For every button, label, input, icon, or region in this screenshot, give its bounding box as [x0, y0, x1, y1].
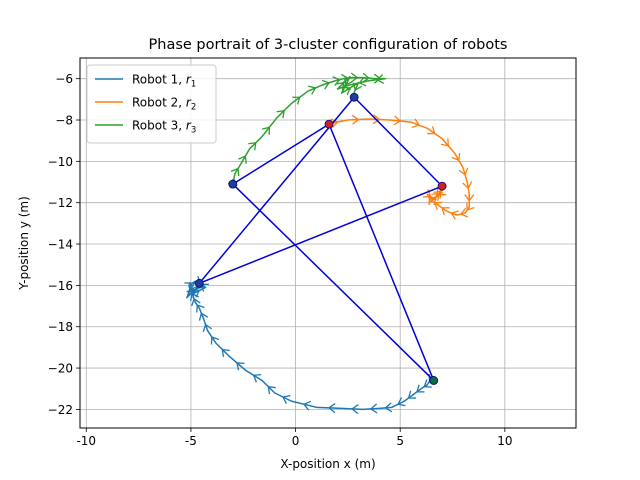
direction-arrow-robot-3 [292, 96, 301, 105]
x-tick-label: 10 [497, 434, 512, 448]
direction-arrow-robot-1 [267, 385, 276, 395]
direction-arrow-robot-1 [350, 404, 359, 415]
direction-arrow-robot-1 [202, 323, 213, 332]
direction-arrow-robot-1 [196, 304, 205, 313]
direction-arrow-robot-1 [210, 336, 220, 345]
direction-arrow-robot-1 [198, 312, 209, 321]
y-axis-label: Y-position y (m) [17, 196, 31, 291]
axis-ticks: -10 -5 0 5 10 −22 −20 −18 −16 −14 −12 −10 −8 −6 [48, 72, 513, 448]
direction-arrow-robot-1 [236, 362, 245, 371]
formation-triangle-2 [198, 96, 443, 285]
legend-label-robot-1: Robot 1, r1 [132, 73, 196, 90]
direction-arrow-robot-3 [373, 73, 382, 84]
direction-arrow-robot-3 [350, 72, 359, 83]
direction-arrow-robot-3 [308, 85, 317, 95]
x-tick-label: -10 [76, 434, 96, 448]
y-tick-label: −22 [48, 403, 73, 417]
x-axis-label: X-position x (m) [280, 457, 375, 471]
direction-arrow-robot-1 [327, 403, 336, 414]
y-tick-label: −14 [48, 238, 73, 252]
direction-arrow-robot-1 [369, 403, 378, 414]
plot-data [184, 72, 475, 415]
formation-triangle-1 [232, 123, 435, 382]
robot-position-marker [429, 376, 439, 385]
direction-arrow-robot-2 [441, 207, 450, 216]
direction-arrow-robot-2 [411, 118, 421, 128]
x-tick-label: 5 [396, 434, 404, 448]
direction-arrow-robot-2 [450, 210, 459, 220]
direction-arrow-robot-3 [376, 74, 385, 84]
legend-label-robot-2: Robot 2, r2 [132, 96, 196, 113]
direction-arrow-robot-3 [343, 77, 353, 86]
direction-arrow-robot-3 [238, 155, 247, 164]
direction-arrow-robot-2 [428, 196, 437, 205]
direction-arrow-robot-1 [221, 348, 230, 357]
y-tick-label: −10 [48, 155, 73, 169]
direction-arrow-robot-2 [372, 114, 381, 125]
grid-layer [80, 58, 576, 428]
direction-arrow-robot-1 [186, 289, 195, 299]
direction-arrow-robot-3 [321, 79, 331, 90]
robot-position-marker [324, 119, 334, 129]
direction-arrow-robot-3 [358, 76, 367, 87]
direction-arrow-robot-1 [302, 400, 312, 411]
direction-arrow-robot-3 [248, 141, 257, 151]
direction-arrow-robot-2 [458, 167, 469, 176]
direction-arrow-robot-1 [384, 402, 393, 413]
direction-arrow-robot-2 [351, 114, 360, 125]
direction-arrow-robot-3 [352, 82, 363, 92]
direction-arrow-robot-2 [433, 190, 442, 199]
direction-arrow-robot-3 [230, 167, 240, 177]
direction-arrow-robot-2 [393, 115, 402, 126]
direction-arrow-robot-3 [276, 109, 285, 119]
direction-arrow-robot-2 [464, 194, 475, 202]
direction-arrow-robot-3 [341, 73, 349, 84]
direction-arrow-robot-1 [191, 297, 201, 307]
y-tick-label: −18 [48, 320, 73, 334]
direction-arrow-robot-1 [188, 282, 198, 291]
direction-arrow-robot-1 [191, 288, 201, 298]
direction-arrow-robot-2 [330, 118, 339, 129]
direction-arrow-robot-2 [440, 138, 450, 147]
legend-box [86, 64, 217, 144]
y-tick-label: −20 [48, 362, 73, 376]
robot-position-marker [349, 92, 359, 102]
direction-arrow-robot-2 [462, 181, 473, 190]
direction-arrow-robot-1 [252, 373, 262, 383]
direction-arrow-robot-1 [397, 397, 406, 407]
x-tick-label: 0 [292, 434, 300, 448]
legend-label-robot-3: Robot 3, r3 [132, 119, 196, 136]
robot-position-marker [194, 278, 204, 288]
direction-arrow-robot-3 [362, 72, 370, 83]
direction-arrow-robot-3 [342, 86, 351, 96]
robot-position-marker [228, 179, 238, 189]
direction-arrow-robot-3 [261, 126, 271, 135]
axes-frame [79, 57, 577, 429]
x-tick-label: -5 [185, 434, 197, 448]
direction-arrow-robot-1 [416, 384, 425, 393]
y-tick-label: −16 [48, 279, 73, 293]
plot-area [184, 72, 475, 415]
direction-arrow-robot-2 [451, 152, 461, 162]
y-tick-label: −12 [48, 196, 73, 210]
direction-arrow-robot-2 [427, 126, 436, 135]
direction-arrow-robot-2 [459, 207, 469, 218]
legend: Robot 1, r1 Robot 2, r2 Robot 3, r3 [86, 64, 217, 144]
direction-arrow-robot-1 [282, 394, 291, 404]
direction-arrow-robot-2 [466, 202, 475, 211]
direction-arrow-robot-1 [407, 390, 417, 399]
chart-title: Phase portrait of 3-cluster configuratio… [149, 37, 508, 53]
robot-position-marker [437, 181, 447, 191]
direction-arrow-robot-1 [423, 379, 432, 388]
y-tick-label: −6 [55, 72, 73, 86]
y-tick-label: −8 [55, 114, 73, 128]
